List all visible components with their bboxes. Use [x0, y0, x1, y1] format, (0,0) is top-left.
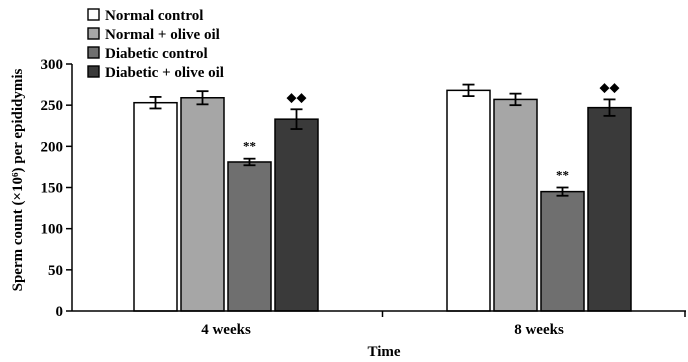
bars-layer: ** ◆◆ ** ◆◆	[133, 79, 632, 312]
bar	[540, 190, 585, 312]
bar	[587, 106, 632, 312]
y-tick-label: 300	[41, 57, 64, 73]
legend-swatch	[87, 46, 100, 59]
y-axis-title: Sperm count (×10⁶) per epididymis	[10, 68, 26, 291]
significance-marker: ◆◆	[287, 89, 307, 104]
legend-label: Normal control	[105, 8, 203, 24]
axes: 0 50 100 150 200 250 300 4 weeks 8 weeks	[41, 57, 686, 338]
legend-label: Diabetic + olive oil	[105, 65, 224, 81]
bar	[274, 118, 319, 312]
bar	[180, 97, 225, 312]
legend-label: Diabetic control	[105, 46, 208, 62]
y-tick-label: 250	[41, 98, 64, 114]
y-tick-label: 200	[41, 139, 64, 155]
y-tick-label: 150	[41, 181, 64, 197]
legend-label: Normal + olive oil	[105, 27, 220, 43]
bar	[133, 101, 178, 312]
legend: Normal control Normal + olive oil Diabetic…	[87, 8, 224, 81]
legend-swatch	[87, 8, 100, 21]
y-tick-label: 100	[41, 222, 64, 238]
legend-swatch	[87, 65, 100, 78]
significance-marker: ◆◆	[600, 79, 620, 94]
x-category-label: 8 weeks	[514, 322, 564, 338]
bar	[227, 161, 272, 312]
y-tick-label: 0	[56, 304, 64, 320]
x-category-label: 4 weeks	[201, 322, 251, 338]
bar	[493, 98, 538, 312]
significance-marker: **	[556, 168, 569, 183]
x-axis-title: Time	[367, 344, 400, 360]
bar	[446, 89, 491, 312]
legend-swatch	[87, 27, 100, 40]
significance-marker: **	[243, 139, 256, 154]
y-tick-label: 50	[48, 263, 63, 279]
